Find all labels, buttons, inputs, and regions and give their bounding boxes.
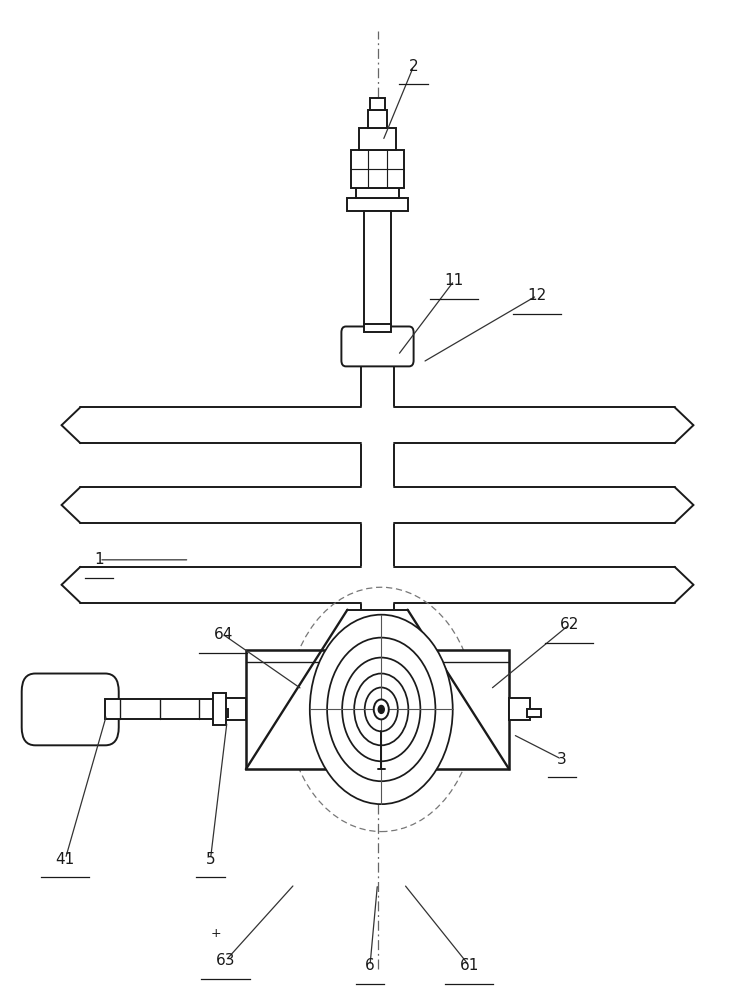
- Bar: [362, 638, 393, 650]
- Text: 61: 61: [460, 958, 479, 973]
- Text: 11: 11: [445, 273, 464, 288]
- Polygon shape: [62, 407, 693, 443]
- Circle shape: [378, 705, 384, 713]
- Bar: [509, 698, 530, 720]
- Text: 63: 63: [216, 953, 236, 968]
- FancyBboxPatch shape: [341, 326, 414, 366]
- Bar: [370, 98, 385, 110]
- FancyBboxPatch shape: [22, 674, 119, 745]
- Text: 6: 6: [365, 958, 374, 973]
- Circle shape: [310, 615, 453, 804]
- Text: 2: 2: [408, 59, 418, 74]
- Polygon shape: [62, 567, 693, 603]
- Bar: [364, 211, 391, 332]
- Text: 62: 62: [559, 617, 579, 632]
- Bar: [361, 360, 394, 610]
- Circle shape: [342, 658, 421, 761]
- Bar: [527, 709, 541, 717]
- Circle shape: [365, 687, 398, 731]
- Text: 5: 5: [205, 852, 215, 866]
- Bar: [364, 324, 391, 332]
- Polygon shape: [246, 610, 509, 769]
- Text: 12: 12: [527, 288, 547, 303]
- Bar: [246, 650, 509, 769]
- Bar: [351, 150, 404, 188]
- Bar: [368, 110, 387, 128]
- Circle shape: [327, 638, 436, 781]
- Text: 41: 41: [56, 852, 75, 866]
- Circle shape: [354, 674, 408, 745]
- Bar: [225, 698, 246, 720]
- Text: 3: 3: [557, 752, 567, 767]
- Text: +: +: [211, 927, 221, 940]
- Polygon shape: [62, 487, 693, 523]
- Bar: [105, 699, 214, 719]
- Text: 1: 1: [94, 552, 104, 567]
- Bar: [347, 198, 408, 211]
- Text: 64: 64: [214, 627, 233, 642]
- Bar: [359, 128, 396, 150]
- Circle shape: [374, 699, 389, 719]
- Bar: [214, 709, 228, 717]
- Bar: [356, 188, 399, 198]
- Bar: [213, 693, 226, 725]
